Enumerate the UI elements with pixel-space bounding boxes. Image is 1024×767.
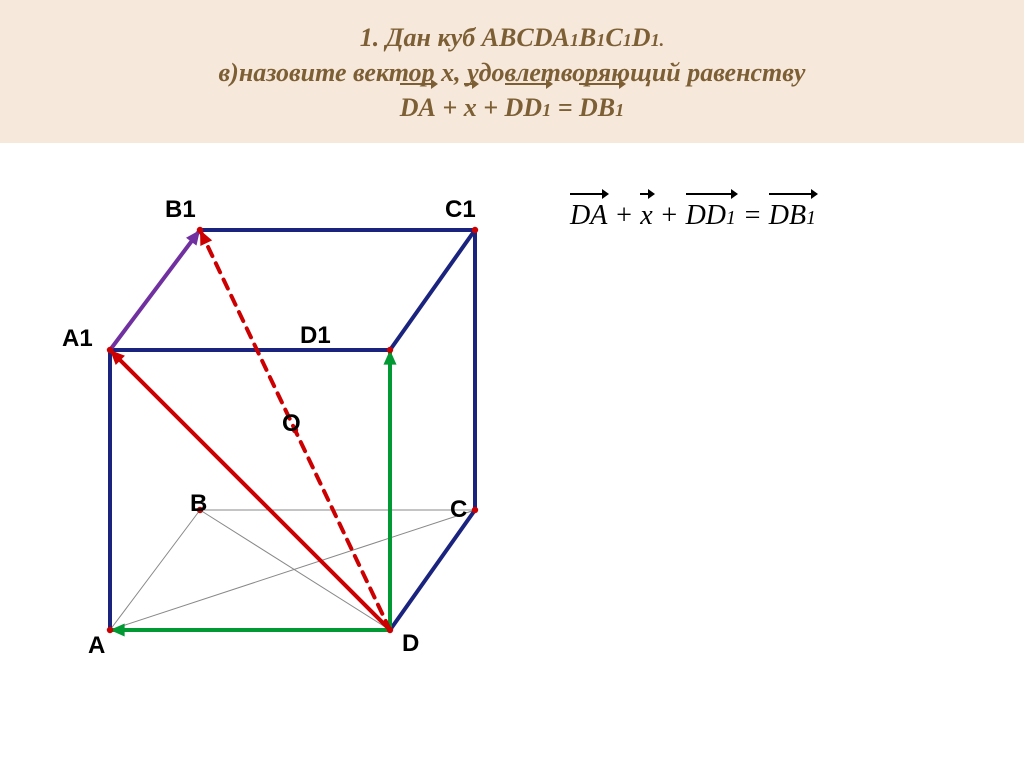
eq-vec-db: DB1 xyxy=(769,200,816,232)
edbs: 1 xyxy=(806,208,816,229)
eq-vec-dd: DD1 xyxy=(686,200,736,232)
title-line-2: в)назовите вектор x, удовлетворяющий рав… xyxy=(10,55,1014,90)
t2: B xyxy=(579,23,596,52)
hdbs: 1 xyxy=(615,100,624,120)
hdr-vec-db: DB1 xyxy=(579,90,624,125)
edd: DD xyxy=(686,200,726,231)
t2s: 1 xyxy=(596,30,605,50)
label-d1: D1 xyxy=(300,322,331,350)
t3: C xyxy=(605,23,622,52)
edb: DB xyxy=(769,200,806,231)
hdd: DD xyxy=(505,93,543,122)
hdr-vec-da: DA xyxy=(400,90,436,125)
hdds: 1 xyxy=(542,100,551,120)
t1s: 1 xyxy=(570,30,579,50)
hdr-vec-dd: DD1 xyxy=(505,90,552,125)
hdr-vec-x: x xyxy=(464,90,477,125)
edds: 1 xyxy=(726,208,736,229)
label-d: D xyxy=(402,630,419,658)
label-c1: C1 xyxy=(445,196,476,224)
label-o: O xyxy=(282,410,301,438)
eq-vec-da: DA xyxy=(570,200,607,232)
title-line-1: 1. Дан куб ABCDA1B1C1D1. xyxy=(10,20,1014,55)
hp2: + xyxy=(477,93,505,122)
equation: DA + x + DD1 = DB1 xyxy=(570,200,816,232)
hdb: DB xyxy=(579,93,615,122)
title-line-3: DA + x + DD1 = DB1 xyxy=(10,90,1014,125)
ep1: + xyxy=(607,200,640,231)
ep2: + xyxy=(653,200,686,231)
eeq: = xyxy=(736,200,769,231)
heq: = xyxy=(551,93,579,122)
t1: 1. Дан куб ABCDA xyxy=(360,23,570,52)
label-b1: B1 xyxy=(165,196,196,224)
cube-diagram: B1 C1 A1 D1 O B C A D xyxy=(50,190,510,670)
t4: D xyxy=(632,23,651,52)
cube-svg xyxy=(50,190,510,670)
t3s: 1 xyxy=(623,30,632,50)
eq-vec-x: x xyxy=(640,200,652,232)
t4s: 1. xyxy=(651,30,665,50)
label-a: A xyxy=(88,632,105,660)
header: 1. Дан куб ABCDA1B1C1D1. в)назовите вект… xyxy=(0,0,1024,143)
label-c: C xyxy=(450,496,467,524)
label-b: B xyxy=(190,490,207,518)
hp1: + xyxy=(436,93,464,122)
label-a1: A1 xyxy=(62,325,93,353)
